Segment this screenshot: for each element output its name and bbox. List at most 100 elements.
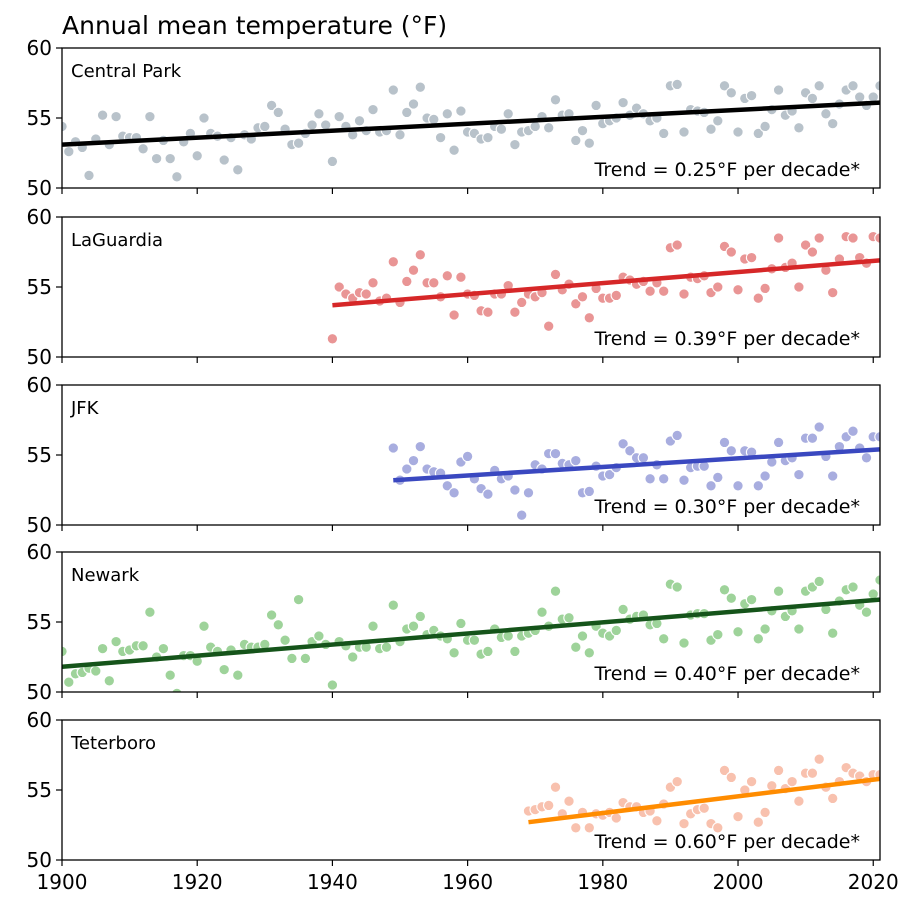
x-tick-label: 2020 — [848, 870, 899, 894]
data-point — [367, 620, 379, 632]
data-point — [495, 123, 508, 135]
data-point — [725, 771, 738, 784]
data-point — [847, 581, 859, 593]
data-point — [407, 620, 420, 632]
data-point — [62, 120, 68, 133]
y-tick-label: 55 — [27, 610, 52, 634]
data-point — [367, 277, 379, 289]
data-point — [657, 127, 670, 140]
data-point — [542, 799, 555, 812]
data-point — [725, 445, 738, 457]
data-point — [806, 767, 819, 779]
data-point — [725, 592, 738, 604]
data-point — [455, 271, 467, 283]
data-point — [671, 239, 683, 251]
data-point — [745, 775, 758, 788]
data-point — [671, 429, 683, 442]
data-point — [448, 647, 460, 659]
data-point — [583, 312, 596, 324]
trend-line — [528, 776, 880, 825]
data-point — [576, 630, 589, 642]
y-tick-label: 55 — [27, 106, 52, 130]
x-tick-label: 1920 — [172, 870, 223, 894]
x-tick-label: 1980 — [577, 870, 628, 894]
plot-area — [62, 574, 880, 692]
data-point — [448, 144, 460, 156]
data-point — [83, 169, 95, 182]
data-point — [90, 665, 102, 677]
data-point — [793, 122, 805, 134]
data-point — [826, 117, 839, 130]
data-point — [570, 454, 582, 467]
data-point — [752, 292, 765, 304]
data-point — [793, 468, 805, 481]
data-point — [570, 641, 582, 653]
data-point — [732, 626, 744, 638]
data-point — [164, 669, 176, 681]
data-point — [360, 288, 372, 300]
data-point — [549, 585, 562, 597]
panel-label: LaGuardia — [71, 230, 163, 251]
data-point — [482, 306, 494, 318]
panel-newark: 50 55 60 Newark Trend = 0.40°F per decade* — [27, 540, 881, 704]
data-point — [461, 450, 474, 463]
data-point — [448, 487, 460, 499]
data-point — [137, 143, 149, 155]
plot-area — [522, 753, 880, 834]
data-point — [583, 137, 596, 149]
x-tick-label: 2000 — [713, 870, 764, 894]
data-point — [110, 110, 122, 123]
data-point — [455, 617, 467, 630]
data-point — [407, 98, 420, 110]
y-tick-label: 60 — [27, 205, 52, 229]
data-point — [712, 471, 724, 484]
plot-area — [326, 230, 880, 345]
data-point — [725, 87, 738, 99]
data-point — [407, 264, 420, 276]
data-point — [441, 480, 454, 492]
data-point — [536, 606, 548, 618]
trend-line — [62, 597, 880, 670]
y-tick-label: 60 — [27, 540, 52, 564]
data-point — [725, 246, 738, 258]
trend-label: Trend = 0.25°F per decade* — [594, 159, 860, 181]
trend-label: Trend = 0.60°F per decade* — [594, 831, 860, 853]
data-point — [232, 164, 244, 176]
data-point — [522, 487, 535, 499]
data-point — [712, 822, 724, 834]
data-point — [62, 645, 68, 658]
data-point — [583, 647, 596, 659]
panel-label: Teterboro — [70, 733, 156, 754]
data-point — [509, 138, 521, 151]
data-point — [772, 585, 785, 597]
data-point — [745, 251, 758, 264]
data-point — [678, 288, 690, 300]
data-point — [387, 84, 400, 96]
trend-label: Trend = 0.30°F per decade* — [594, 496, 860, 518]
data-point — [813, 232, 825, 244]
data-point — [732, 126, 744, 138]
x-tick-label: 1900 — [37, 870, 88, 894]
data-point — [678, 817, 690, 830]
data-point — [137, 640, 149, 652]
data-point — [292, 137, 305, 149]
data-point — [752, 127, 765, 140]
data-point — [299, 652, 312, 665]
data-point — [563, 795, 575, 807]
data-point — [333, 281, 345, 293]
data-point — [157, 642, 170, 655]
data-point — [799, 239, 812, 251]
data-point — [387, 256, 400, 268]
data-point — [529, 120, 541, 133]
data-point — [509, 306, 521, 318]
data-point — [401, 106, 413, 119]
data-point — [326, 333, 339, 345]
data-point — [198, 620, 210, 632]
data-point — [705, 480, 717, 492]
y-tick-label: 55 — [27, 443, 52, 467]
data-point — [542, 122, 555, 134]
data-point — [218, 663, 230, 676]
data-point — [63, 676, 75, 688]
data-point — [306, 119, 318, 131]
data-point — [292, 593, 305, 606]
